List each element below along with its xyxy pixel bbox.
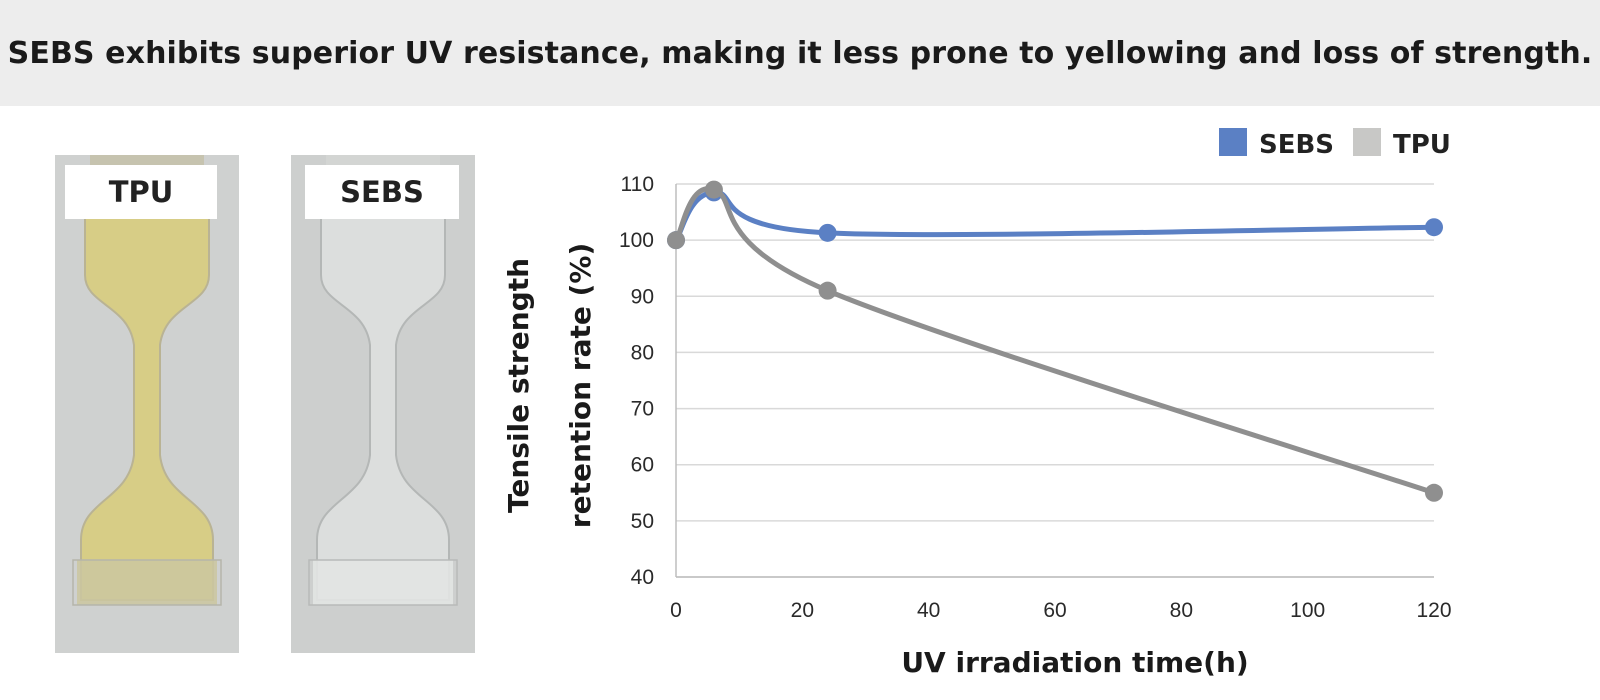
tpu-point — [818, 281, 837, 300]
sebs-legend-label: SEBS — [1259, 130, 1334, 160]
page-title: SEBS exhibits superior UV resistance, ma… — [7, 35, 1593, 71]
y-tick-label: 50 — [631, 510, 654, 533]
sebs-label: SEBS — [305, 165, 459, 219]
y-tick-label: 60 — [631, 454, 654, 477]
y-tick-label: 80 — [631, 341, 654, 364]
x-tick-label: 100 — [1290, 599, 1325, 622]
chart-gridlines — [675, 183, 1434, 578]
tpu-point — [667, 231, 685, 250]
x-tick-label: 0 — [670, 599, 682, 622]
x-tick-label: 60 — [1043, 599, 1066, 622]
y-tick-label: 70 — [631, 398, 654, 421]
sebs-line — [673, 189, 1435, 242]
x-tick-label: 80 — [1170, 599, 1193, 622]
tpu-legend-swatch — [1353, 128, 1381, 156]
sebs-dogbone-shape — [291, 155, 475, 653]
y-axis-ticks: 40 50 60 70 80 90 100 110 — [619, 173, 654, 589]
x-tick-label: 120 — [1416, 599, 1451, 622]
chart-series — [667, 180, 1443, 502]
y-axis-title-line-2: retention rate (%) — [564, 243, 597, 528]
y-tick-label: 40 — [631, 566, 654, 589]
tpu-label: TPU — [65, 165, 217, 219]
x-axis-ticks: 0 20 40 60 80 100 120 — [670, 599, 1451, 622]
sebs-specimen-photo: SEBS — [291, 155, 475, 653]
y-tick-label: 110 — [621, 173, 654, 196]
chart-legend: SEBS TPU — [1219, 128, 1451, 160]
sebs-point — [1425, 218, 1443, 237]
tensile-retention-chart: 40 50 60 70 80 90 100 110 0 20 40 60 80 100 120 SEBS T… — [502, 128, 1452, 679]
y-axis-title: Tensile strength retention rate (%) — [502, 243, 597, 528]
x-tick-label: 40 — [917, 599, 940, 622]
y-tick-label: 90 — [631, 285, 654, 308]
y-axis-title-line-1: Tensile strength — [502, 258, 535, 513]
tpu-specimen-photo: TPU — [55, 155, 239, 653]
tpu-point — [1425, 483, 1443, 502]
sebs-legend-swatch — [1219, 128, 1247, 156]
tpu-dogbone-shape — [55, 155, 239, 653]
tpu-legend-label: TPU — [1393, 130, 1451, 160]
sebs-point — [818, 223, 837, 242]
y-tick-label: 100 — [619, 229, 654, 252]
tpu-point — [704, 180, 723, 199]
x-tick-label: 20 — [791, 599, 814, 622]
x-axis-title: UV irradiation time(h) — [901, 646, 1248, 679]
header-banner: SEBS exhibits superior UV resistance, ma… — [0, 0, 1600, 106]
